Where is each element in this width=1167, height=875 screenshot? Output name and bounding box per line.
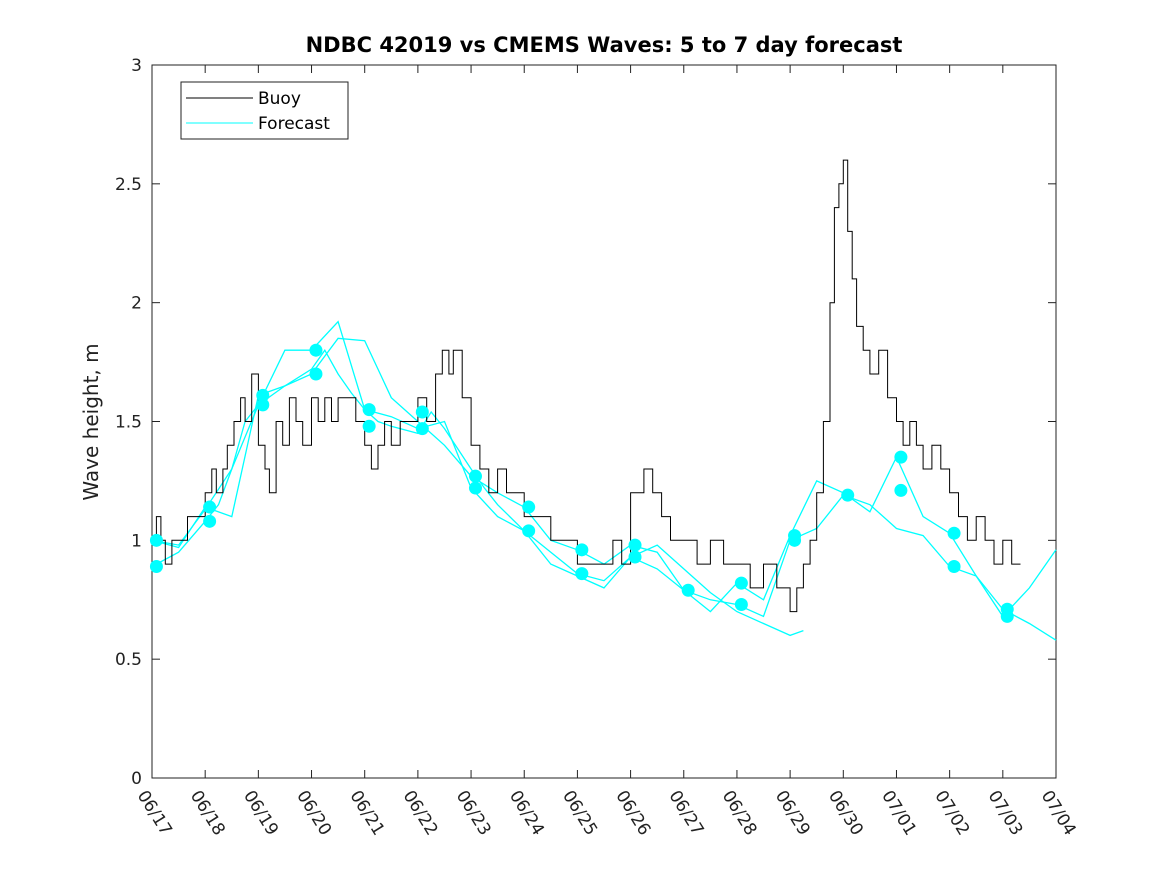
forecast-marker bbox=[309, 367, 323, 381]
axes-frame bbox=[151, 64, 1057, 779]
y-axis-label: Wave height, m bbox=[79, 343, 103, 500]
forecast-marker bbox=[468, 481, 482, 495]
legend-label-forecast: Forecast bbox=[258, 114, 330, 134]
forecast-marker bbox=[362, 403, 376, 417]
forecast-marker bbox=[415, 405, 429, 419]
y-tick-label: 1 bbox=[131, 531, 142, 551]
forecast-marker bbox=[203, 500, 217, 514]
forecast-marker bbox=[575, 567, 589, 581]
forecast-marker bbox=[628, 538, 642, 552]
forecast-marker bbox=[947, 559, 961, 573]
legend: Buoy Forecast bbox=[180, 81, 349, 140]
legend-label-buoy: Buoy bbox=[258, 89, 301, 109]
forecast-marker bbox=[734, 598, 748, 612]
legend-box bbox=[180, 81, 349, 140]
forecast-marker bbox=[149, 559, 163, 573]
forecast-marker bbox=[468, 469, 482, 483]
y-axis: 0 0.5 1 1.5 2 2.5 3 bbox=[115, 56, 1056, 789]
forecast-marker bbox=[894, 450, 908, 464]
forecast-marker bbox=[947, 526, 961, 540]
buoy-series-line bbox=[152, 159, 1021, 613]
forecast-marker bbox=[203, 514, 217, 528]
forecast-marker bbox=[309, 343, 323, 357]
chart-title: NDBC 42019 vs CMEMS Waves: 5 to 7 day fo… bbox=[306, 33, 903, 57]
forecast-marker bbox=[362, 419, 376, 433]
y-tick-label: 0.5 bbox=[115, 650, 142, 670]
forecast-marker bbox=[256, 388, 270, 402]
y-tick-label: 2.5 bbox=[115, 175, 142, 195]
forecast-series-line bbox=[151, 320, 1057, 618]
plot-area: 00.511.522.53 06/17 06/18 06/19 06/20 06/21 0… bbox=[115, 56, 1080, 839]
series-layer bbox=[151, 159, 1057, 641]
forecast-marker bbox=[522, 524, 536, 538]
y-tick-label: 3 bbox=[131, 56, 142, 76]
y-tick-label: 1.5 bbox=[115, 413, 142, 433]
forecast-marker bbox=[734, 576, 748, 590]
forecast-marker bbox=[681, 583, 695, 597]
forecast-marker bbox=[415, 422, 429, 436]
forecast-marker bbox=[841, 488, 855, 502]
forecast-marker bbox=[788, 533, 802, 547]
forecast-marker bbox=[256, 398, 270, 412]
marker-layer bbox=[149, 343, 1014, 623]
forecast-marker bbox=[894, 483, 908, 497]
forecast-series-line bbox=[151, 348, 804, 637]
forecast-marker bbox=[522, 500, 536, 514]
y-tick-label: 0 bbox=[131, 769, 142, 789]
y-tick-label: 2 bbox=[131, 294, 142, 314]
forecast-marker bbox=[575, 543, 589, 557]
forecast-marker bbox=[149, 533, 163, 547]
forecast-marker bbox=[628, 550, 642, 564]
forecast-marker bbox=[1000, 609, 1014, 623]
